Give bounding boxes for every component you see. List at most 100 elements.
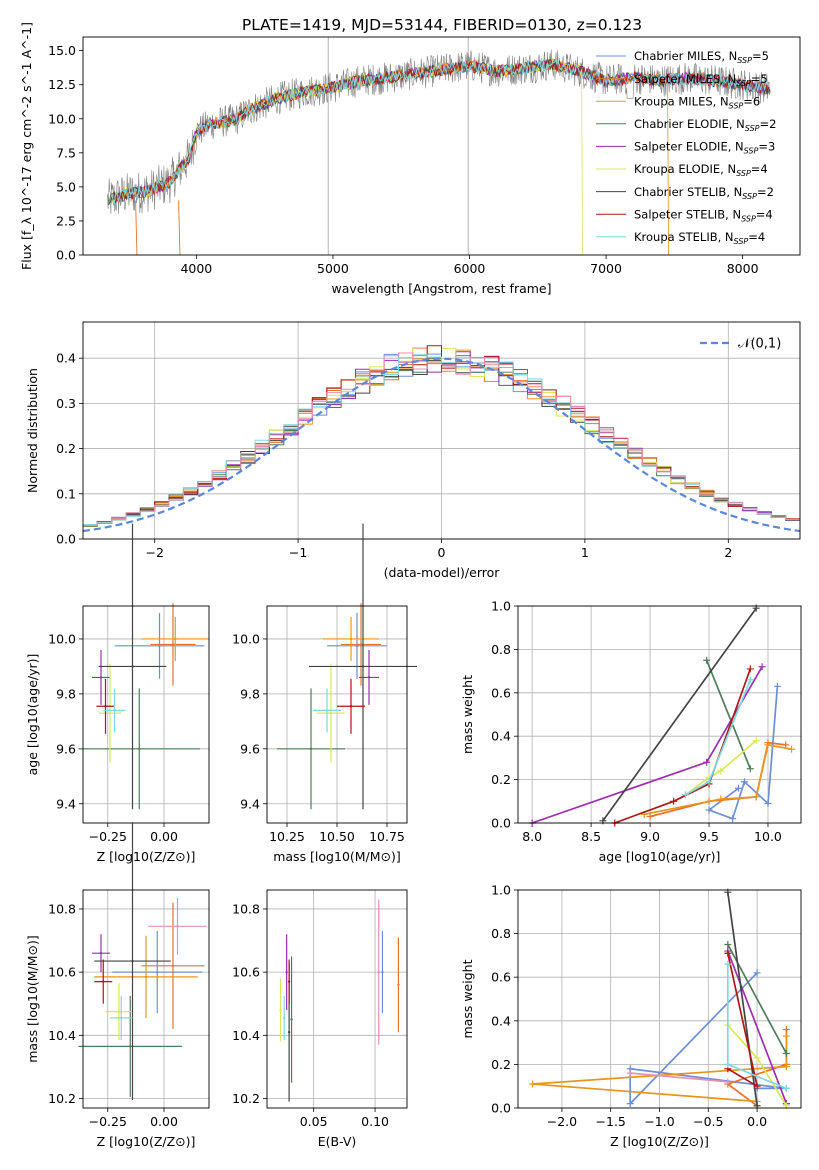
weight-marker <box>646 812 654 820</box>
mass-vs-metallicity-panel: −0.25 0.00 10.2 10.4 10.6 10.8 Z [log10(Z/Z⊙)]… <box>25 822 210 1149</box>
data-point <box>171 964 175 968</box>
data-point <box>377 970 380 974</box>
data-point <box>156 970 159 974</box>
weight-marker <box>703 758 711 766</box>
mass-vs-extinction-panel: 0.05 0.10 10.2 10.4 10.6 10.8 E(B-V) <box>232 889 408 1149</box>
axes-frame <box>82 321 801 540</box>
weight-marker <box>724 941 732 948</box>
data-point <box>359 643 363 646</box>
weight-marker <box>724 949 732 957</box>
y-tick-label: 0.3 <box>56 396 76 411</box>
x-axis-label: age [log10(age/yr)] <box>599 849 721 864</box>
y-tick-label: 1.0 <box>491 599 511 614</box>
x-axis-label: Z [log10(Z/Z⊙)] <box>97 1134 196 1149</box>
legend-entry: Kroupa ELODIE, NSSP=4 <box>634 162 768 178</box>
data-point <box>99 951 103 955</box>
legend-entry: Chabrier STELIB, NSSP=2 <box>634 185 774 201</box>
data-point <box>113 709 116 712</box>
y-tick-label: 10.2 <box>232 1091 260 1106</box>
data-point <box>367 676 371 679</box>
x-axis-label: Z [log10(Z/Z⊙)] <box>610 1134 709 1149</box>
x-tick-label: 10.50 <box>319 829 355 844</box>
weight-marker <box>746 665 754 673</box>
y-axis-label: Flux [f_λ 10^-17 erg cm^-2 s^-1 A^-1] <box>19 22 34 270</box>
y-tick-label: 0.2 <box>56 441 76 456</box>
weight-marker <box>782 1084 790 1092</box>
y-tick-label: 0.4 <box>56 351 76 366</box>
axes-frame <box>517 889 802 1109</box>
data-point <box>397 983 400 986</box>
age-vs-mass-panel: 10.25 10.50 10.75 9.4 9.6 9.8 10.0 mass [log10(… <box>232 523 417 864</box>
weight-marker <box>626 1100 634 1108</box>
x-tick-label: 8.5 <box>581 829 601 844</box>
x-tick-label: 8.0 <box>522 829 542 844</box>
x-tick-label: 10.75 <box>369 829 405 844</box>
x-tick-label: −0.25 <box>89 1114 127 1129</box>
y-tick-label: 10.0 <box>48 631 76 646</box>
data-point <box>355 644 359 648</box>
weight-marker <box>746 676 754 684</box>
weight-series-6 <box>726 892 758 1106</box>
weight-marker <box>782 1063 790 1071</box>
data-point <box>120 1016 123 1020</box>
data-point <box>129 1045 132 1048</box>
figure-title: PLATE=1419, MJD=53144, FIBERID=0130, z=0… <box>242 16 642 34</box>
y-tick-label: 9.8 <box>56 686 76 701</box>
y-tick-label: 0.8 <box>491 642 511 657</box>
plot-area <box>107 37 771 255</box>
x-tick-label: −1.5 <box>596 1114 626 1129</box>
plot-area <box>529 888 790 1110</box>
x-tick-label: 4000 <box>180 261 212 276</box>
y-tick-label: 0.4 <box>491 729 511 744</box>
y-tick-label: 10.8 <box>48 901 76 916</box>
x-tick-label: 6000 <box>454 261 486 276</box>
plot-area <box>82 345 801 533</box>
weight-marker <box>782 1050 790 1057</box>
weight-series-7 <box>614 668 752 824</box>
weight-marker <box>764 741 772 749</box>
weight-marker <box>717 767 725 775</box>
y-axis-label: age [log10(age/yr)] <box>25 654 40 776</box>
axes-frame <box>82 605 210 824</box>
y-tick-label: 10.4 <box>232 1028 260 1043</box>
axes-frame <box>266 605 408 824</box>
weight-marker <box>782 1026 790 1034</box>
axes-frame <box>82 36 801 256</box>
weight-marker <box>703 656 711 664</box>
weight-series-0 <box>707 686 779 820</box>
y-tick-label: 10.0 <box>232 631 260 646</box>
panels: 4000 5000 6000 7000 80000.02.55.07.510.012.5… <box>19 22 802 1149</box>
legend-entry: Kroupa STELIB, NSSP=4 <box>634 230 765 246</box>
residual-panel: −2 −1 0 1 2 0.0 0.1 0.2 0.3 0.4 (data-model)/error… <box>25 321 801 580</box>
y-tick-label: 10.6 <box>48 965 76 980</box>
x-tick-label: −1.0 <box>644 1114 674 1129</box>
weight-marker <box>740 778 748 786</box>
x-axis-label: Z [log10(Z/Z⊙)] <box>97 849 196 864</box>
axes-frame <box>517 605 802 824</box>
y-tick-label: 9.6 <box>240 741 260 756</box>
weight-marker <box>724 1078 732 1086</box>
weight-vs-metallicity-panel: −2.0 −1.5 −1.0 −0.5 0.0 0.0 0.2 0.4 0.6 0.8 1.0 Z [… <box>460 883 802 1149</box>
data-point <box>282 1016 286 1020</box>
age-vs-metallicity-panel: −0.25 0.00 9.4 9.6 9.8 10.0 Z [log10(Z/Z⊙)] age… <box>25 523 210 864</box>
y-tick-label: 9.4 <box>56 796 76 811</box>
data-point <box>171 643 175 646</box>
spectrum-lines <box>107 37 771 255</box>
y-tick-label: 5.0 <box>56 179 76 194</box>
model-fit-7 <box>111 58 771 204</box>
weight-series-4 <box>727 950 788 1104</box>
data-point <box>349 637 353 641</box>
data-point <box>176 925 179 928</box>
spectrum-panel: 4000 5000 6000 7000 8000 0.0 2.5 5.0 7.5 10.0 12.5… <box>19 22 801 296</box>
x-tick-label: −1 <box>289 545 307 560</box>
model-dropout <box>178 200 181 255</box>
data-point <box>285 970 288 974</box>
weight-marker <box>773 682 781 690</box>
legend: 𝒩(0,1) <box>700 337 781 352</box>
weight-marker <box>764 799 772 807</box>
y-tick-label: 2.5 <box>56 213 76 228</box>
x-tick-label: 10.0 <box>754 829 782 844</box>
x-tick-label: 9.5 <box>699 829 719 844</box>
plot-area <box>279 899 400 1102</box>
